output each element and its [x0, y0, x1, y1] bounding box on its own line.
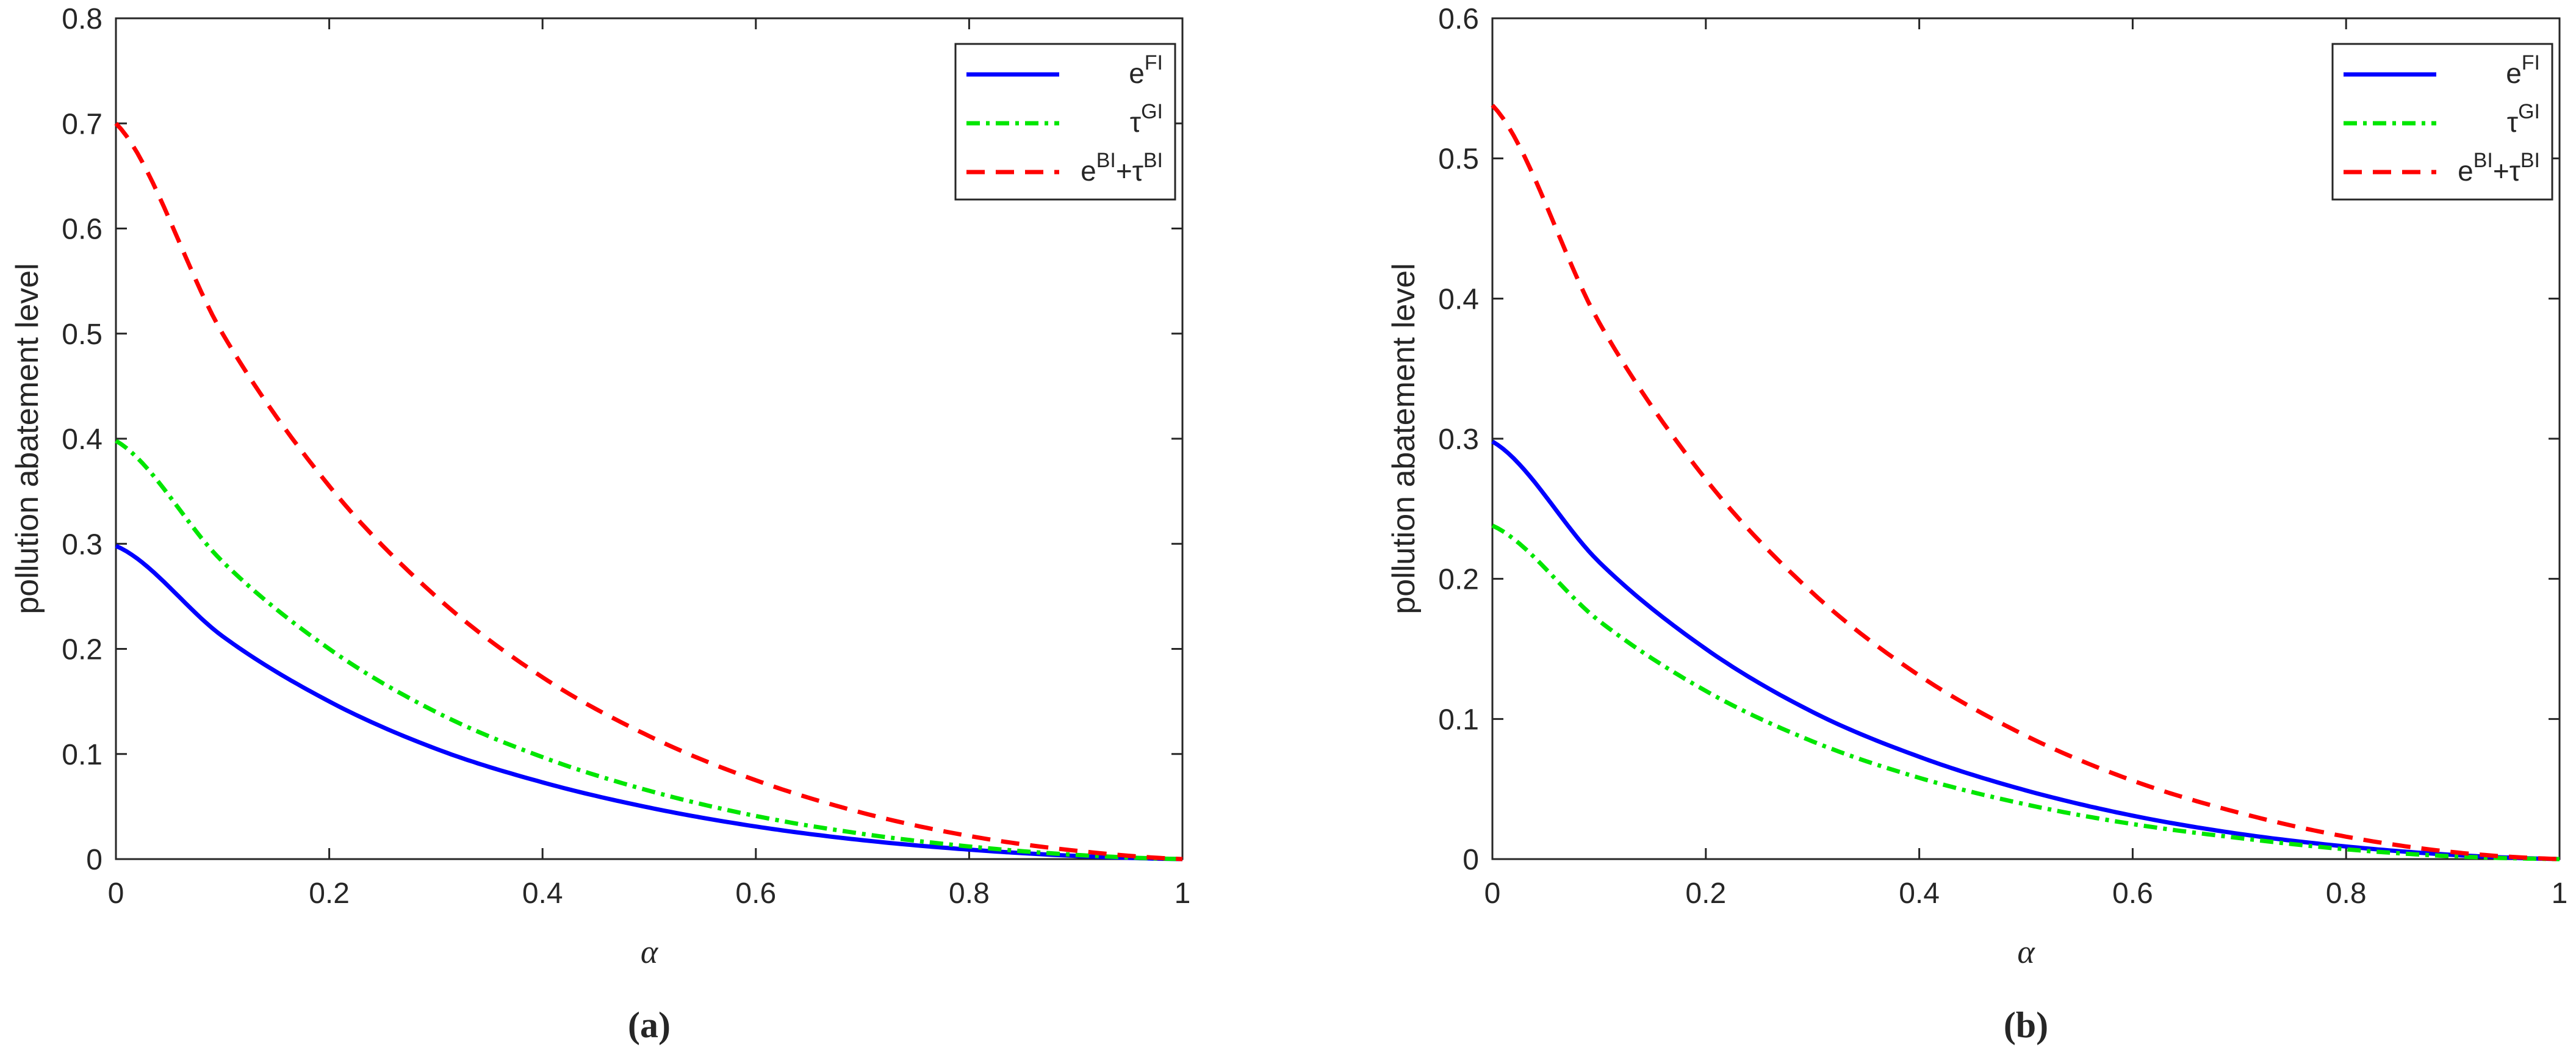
- y-tick-label: 0: [86, 844, 103, 876]
- legend-box: [954, 43, 1176, 201]
- legend-label-plus: +: [1116, 155, 1132, 187]
- y-axis-label: pollution abatement level: [10, 263, 45, 614]
- legend-label-base: e: [1081, 155, 1096, 187]
- x-tick-label: 0.6: [735, 877, 776, 910]
- x-tick-label: 1: [1175, 877, 1191, 910]
- y-tick-label: 0.2: [62, 634, 103, 666]
- legend-label: τGI: [1130, 100, 1163, 138]
- x-tick-label: 0.8: [2326, 877, 2367, 910]
- y-tick-label: 0.6: [62, 214, 103, 246]
- x-tick-label: 0.2: [309, 877, 350, 910]
- legend-label-sup: BI: [1096, 149, 1116, 172]
- legend-item-0: eFI: [966, 51, 1163, 89]
- y-axis-label: pollution abatement level: [1386, 263, 1422, 614]
- y-tick-label: 0.6: [1438, 3, 1479, 35]
- legend-item-2: eBI+τBI: [966, 149, 1163, 187]
- x-tick-label: 0.2: [1685, 877, 1726, 910]
- legend-label: eFI: [1129, 51, 1163, 89]
- legend-label-base2: τ: [1132, 155, 1143, 187]
- panel-label: (a): [628, 1005, 671, 1045]
- legend-item-1: τGI: [966, 100, 1163, 138]
- series-line-1: [115, 439, 1183, 862]
- y-tick-label: 0.7: [62, 108, 103, 140]
- legend-label-base: τ: [2507, 106, 2518, 138]
- y-tick-label: 0.4: [1438, 283, 1479, 315]
- legend-label: eFI: [2506, 51, 2540, 89]
- y-tick-label: 0.4: [62, 423, 103, 456]
- legend-label-base: e: [2458, 155, 2473, 187]
- legend-label-sup2: BI: [2520, 149, 2540, 172]
- series-line-0: [115, 544, 1183, 862]
- x-tick-label: 1: [2552, 877, 2568, 910]
- legend-item-0: eFI: [2344, 51, 2540, 89]
- legend-label-plus: +: [2493, 155, 2509, 187]
- legend-label: τGI: [2507, 100, 2540, 138]
- y-tick-label: 0.3: [62, 528, 103, 561]
- legend-item-1: τGI: [2344, 100, 2540, 138]
- y-tick-label: 0.5: [62, 318, 103, 351]
- legend-label-sup: GI: [1141, 100, 1163, 123]
- series-line-2: [114, 121, 1183, 862]
- y-tick-label: 0.8: [62, 3, 103, 35]
- x-tick-label: 0.8: [949, 877, 990, 910]
- legend-item-2: eBI+τBI: [2344, 149, 2540, 187]
- legend-label-sup2: BI: [1143, 149, 1163, 172]
- legend-label-sup: FI: [2522, 51, 2540, 74]
- legend-label-sup: FI: [1145, 51, 1163, 74]
- legend-label-base: e: [1129, 57, 1145, 89]
- y-tick-label: 0.5: [1438, 143, 1479, 176]
- legend-label-sup: BI: [2473, 149, 2493, 172]
- x-tick-label: 0: [108, 877, 124, 910]
- series-line-0: [1491, 439, 2560, 862]
- x-tick-label: 0: [1484, 877, 1501, 910]
- x-tick-label: 0.6: [2112, 877, 2153, 910]
- x-tick-label: 0.4: [522, 877, 563, 910]
- y-tick-label: 0.3: [1438, 423, 1479, 456]
- y-tick-label: 0.2: [1438, 564, 1479, 596]
- y-tick-label: 0.1: [62, 739, 103, 771]
- x-axis-label: α: [2017, 934, 2035, 970]
- legend-label-base2: τ: [2509, 155, 2520, 187]
- panel-b: 0 0.2 0.4 0.6 0.8 100.10.20.30.40.50.6eFIτGIe…: [1386, 3, 2567, 1045]
- legend-box: [2331, 43, 2553, 201]
- legend-label: eBI+τBI: [2458, 149, 2540, 187]
- y-tick-label: 0.1: [1438, 704, 1479, 736]
- legend-label-base: e: [2506, 57, 2522, 89]
- legend-label-base: τ: [1130, 106, 1141, 138]
- y-tick-label: 0: [1462, 844, 1479, 876]
- panel-label: (b): [2004, 1005, 2048, 1045]
- x-axis-label: α: [641, 934, 659, 970]
- series-line-1: [1491, 524, 2560, 862]
- legend-label: eBI+τBI: [1081, 149, 1163, 187]
- legend-label-sup: GI: [2518, 100, 2540, 123]
- x-tick-label: 0.4: [1899, 877, 1940, 910]
- panel-a: 0 0.2 0.4 0.6 0.8 1 0 0.1 0.2 0.3 0.4 0.5 0.6 0.7 0.8 e…: [10, 3, 1190, 1045]
